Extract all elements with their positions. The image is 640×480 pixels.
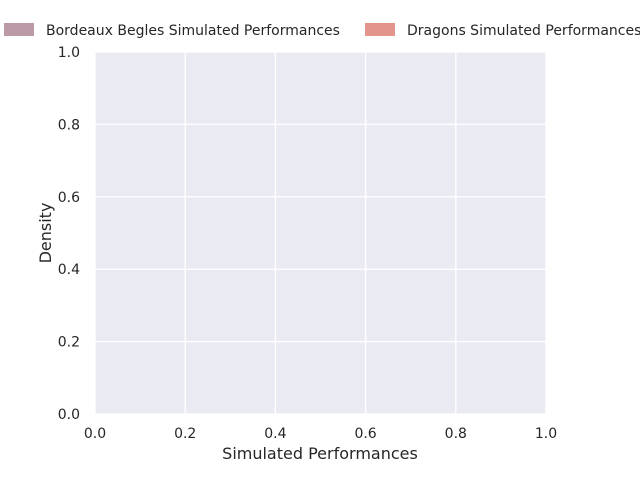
y-tick-label: 0.4 bbox=[58, 262, 80, 278]
legend: Bordeaux Begles Simulated Performances Dr… bbox=[4, 23, 640, 39]
x-tick-labels: 0.0 0.2 0.4 0.6 0.8 1.0 bbox=[84, 426, 557, 442]
y-tick-label: 0.2 bbox=[58, 335, 80, 351]
legend-swatch bbox=[4, 23, 34, 36]
legend-label: Bordeaux Begles Simulated Performances bbox=[46, 23, 340, 39]
x-tick-label: 0.2 bbox=[174, 426, 196, 442]
legend-label: Dragons Simulated Performances bbox=[407, 23, 640, 39]
x-tick-label: 0.0 bbox=[84, 426, 106, 442]
x-tick-label: 1.0 bbox=[535, 426, 557, 442]
y-axis-label: Density bbox=[36, 203, 55, 264]
legend-swatch bbox=[365, 23, 395, 36]
plot-area bbox=[95, 52, 546, 414]
y-tick-label: 1.0 bbox=[58, 45, 80, 61]
y-tick-label: 0.8 bbox=[58, 117, 80, 133]
x-tick-label: 0.8 bbox=[445, 426, 467, 442]
x-tick-label: 0.4 bbox=[264, 426, 286, 442]
grid-lines bbox=[94, 51, 547, 415]
y-tick-label: 0.0 bbox=[58, 407, 80, 423]
y-tick-label: 0.6 bbox=[58, 190, 80, 206]
x-tick-label: 0.6 bbox=[354, 426, 376, 442]
y-tick-labels: 0.0 0.2 0.4 0.6 0.8 1.0 bbox=[58, 45, 80, 423]
x-axis-label: Simulated Performances bbox=[222, 444, 418, 463]
